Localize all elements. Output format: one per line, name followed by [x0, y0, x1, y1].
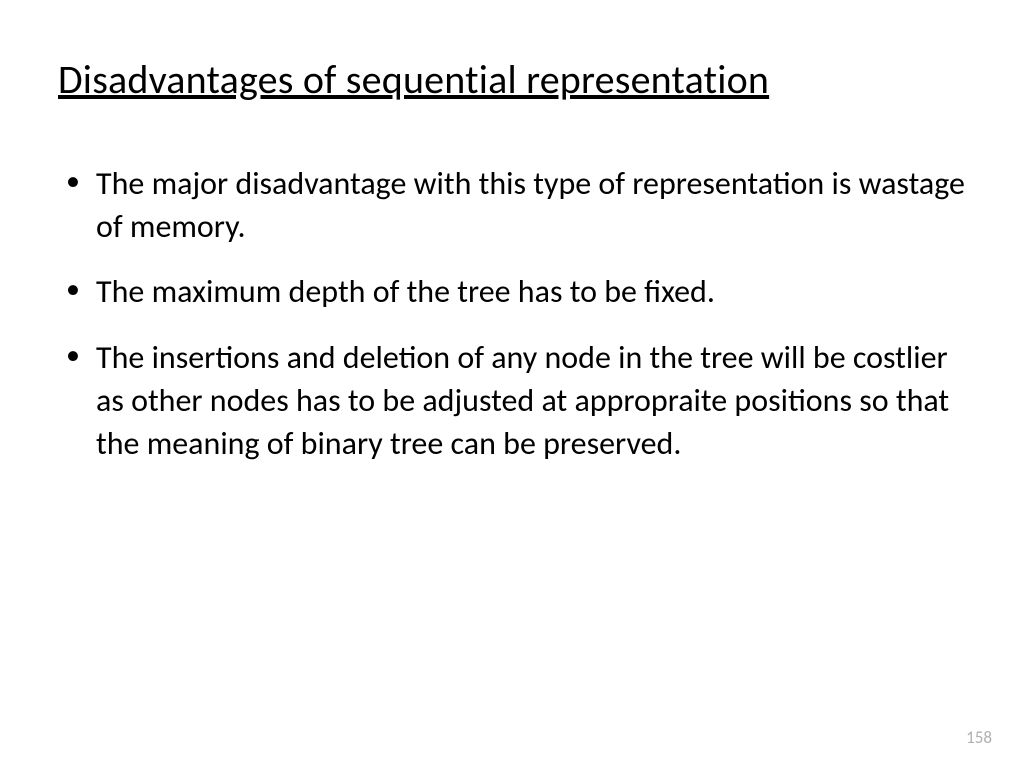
list-item: The maximum depth of the tree has to be … — [96, 270, 966, 313]
list-item: The insertions and deletion of any node … — [96, 336, 966, 466]
slide-title: Disadvantages of sequential representati… — [58, 55, 966, 104]
list-item: The major disadvantage with this type of… — [96, 162, 966, 248]
bullet-list: The major disadvantage with this type of… — [58, 162, 966, 465]
page-number: 158 — [966, 727, 992, 748]
